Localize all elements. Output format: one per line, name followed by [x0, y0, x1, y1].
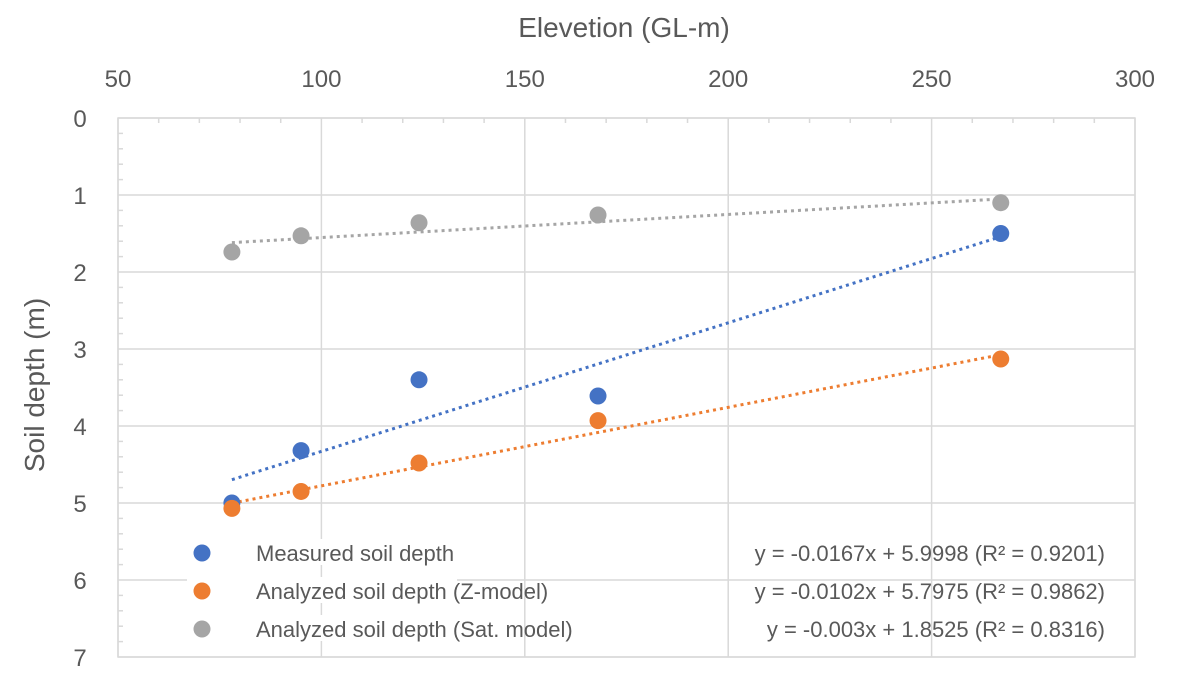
- data-point: [292, 482, 310, 500]
- data-point: [223, 243, 241, 261]
- legend-background: [187, 615, 457, 641]
- legend-marker: [193, 620, 211, 638]
- trendlines: [231, 197, 1002, 505]
- trendline-equation: y = -0.0102x + 5.7975 (R² = 0.9862): [755, 579, 1105, 604]
- legend-marker: [193, 544, 211, 562]
- y-tick-label: 3: [73, 337, 86, 364]
- data-point: [410, 454, 428, 472]
- data-point: [992, 350, 1010, 368]
- x-tick-label: 50: [105, 66, 132, 93]
- data-point: [589, 387, 607, 405]
- data-point: [292, 442, 310, 460]
- data-point: [992, 194, 1010, 212]
- x-axis-ticks: 50 100 150 200 250 300: [105, 66, 1155, 93]
- y-tick-label: 7: [73, 645, 86, 672]
- trendline: [231, 197, 1001, 245]
- legend: Measured soil depth y = -0.0167x + 5.9998…: [187, 539, 1105, 642]
- data-point: [410, 371, 428, 389]
- x-axis-title: Elevetion (GL-m): [518, 12, 730, 43]
- legend-label: Analyzed soil depth (Sat. model): [256, 617, 573, 642]
- data-point: [410, 214, 428, 232]
- legend-marker: [193, 582, 211, 600]
- x-tick-label: 150: [505, 66, 545, 93]
- y-axis-ticks: 0 1 2 3 4 5 6 7: [73, 106, 86, 672]
- y-tick-label: 5: [73, 491, 86, 518]
- x-tick-label: 100: [301, 66, 341, 93]
- x-tick-label: 250: [912, 66, 952, 93]
- legend-label: Measured soil depth: [256, 541, 454, 566]
- data-points: [223, 194, 1010, 517]
- y-tick-label: 4: [73, 414, 86, 441]
- trendline: [231, 235, 1002, 482]
- data-point: [223, 499, 241, 517]
- data-point: [992, 225, 1010, 242]
- legend-background: [187, 577, 457, 603]
- trendline-equation: y = -0.0167x + 5.9998 (R² = 0.9201): [755, 541, 1105, 566]
- x-tick-label: 200: [708, 66, 748, 93]
- y-axis-title: Soil depth (m): [19, 298, 50, 472]
- y-tick-label: 0: [73, 106, 86, 133]
- legend-label: Analyzed soil depth (Z-model): [256, 579, 548, 604]
- y-tick-label: 2: [73, 260, 86, 287]
- trendline: [231, 353, 1002, 505]
- y-tick-label: 6: [73, 568, 86, 595]
- data-point: [589, 206, 607, 224]
- trendline-equation: y = -0.003x + 1.8525 (R² = 0.8316): [767, 617, 1105, 642]
- x-tick-label: 300: [1115, 66, 1155, 93]
- data-point: [292, 227, 310, 245]
- y-tick-label: 1: [73, 183, 86, 210]
- data-point: [589, 412, 607, 430]
- legend-background: [187, 539, 457, 565]
